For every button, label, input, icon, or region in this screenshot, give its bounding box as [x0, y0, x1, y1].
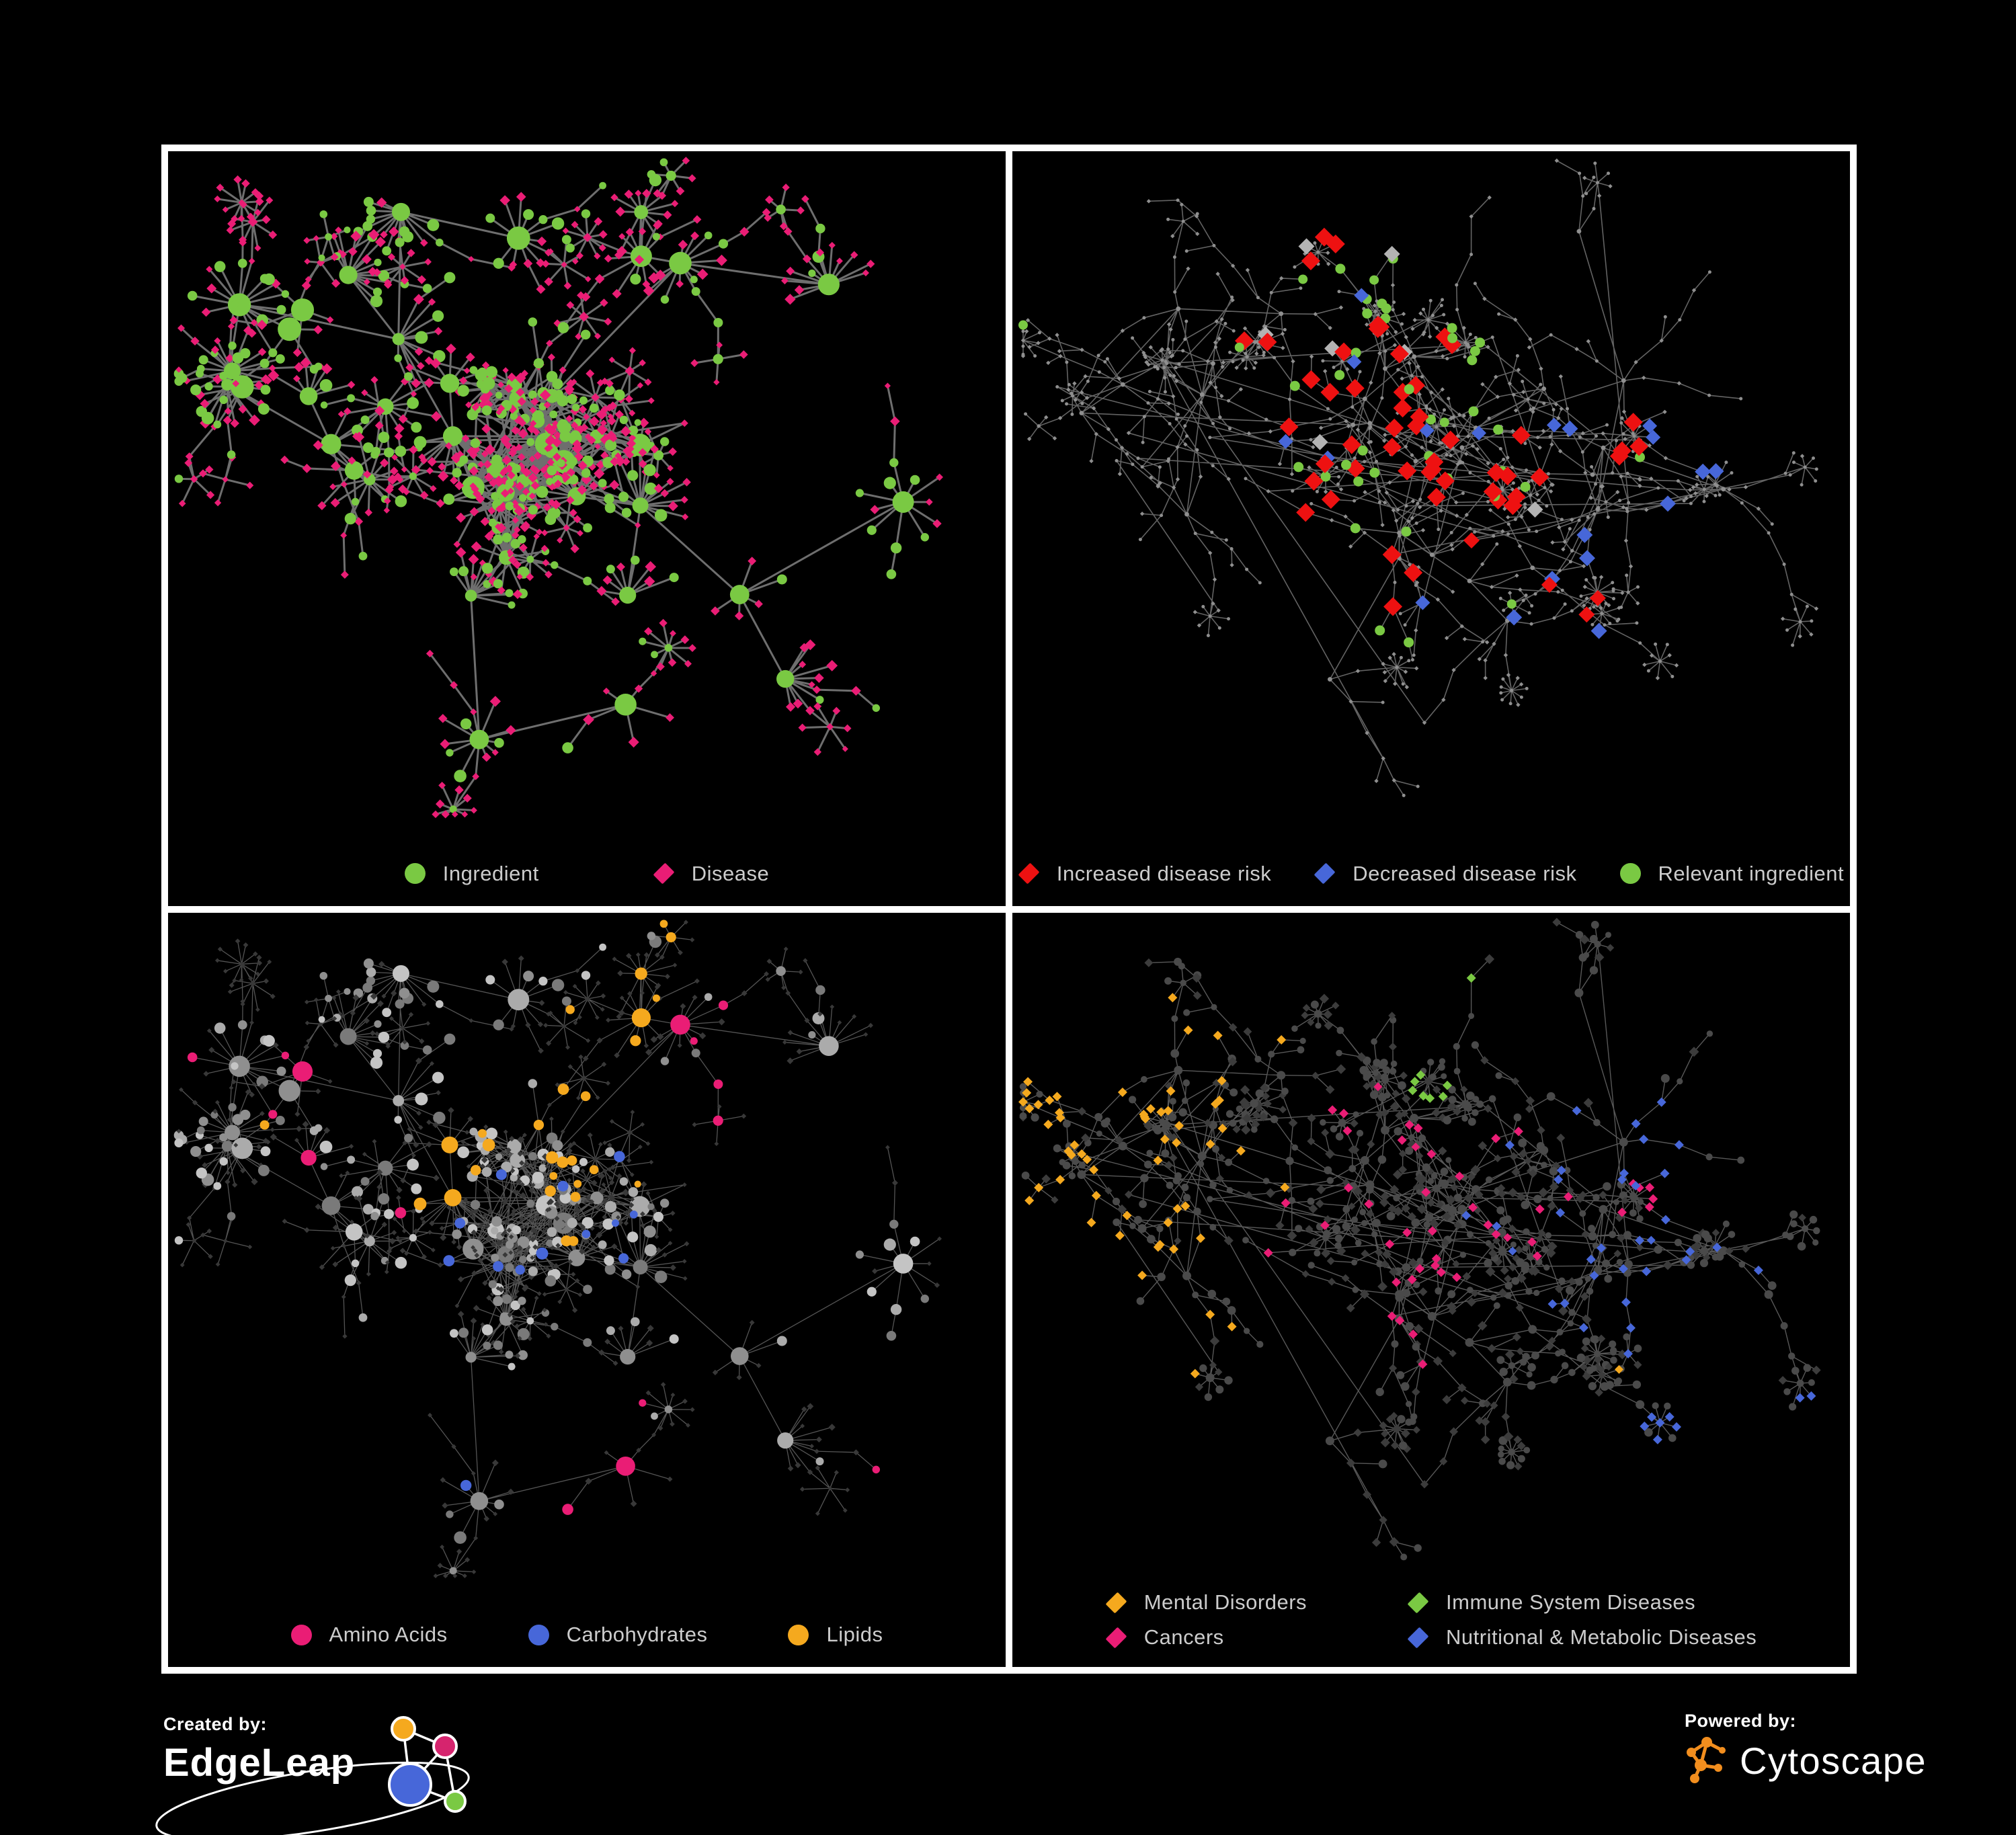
edgeleap-blue-node [388, 1762, 432, 1807]
edgeleap-pink-node [432, 1734, 458, 1759]
edgeleap-orange-node [391, 1716, 416, 1742]
legend-nutrient-classes: Amino Acids Carbohydrates Lipids [168, 1623, 1006, 1647]
network-nutrient-classes [173, 920, 942, 1578]
legend-label: Increased disease risk [1056, 861, 1272, 885]
legend-item: Disease [653, 862, 770, 886]
legend-item: Relevant ingredient [1619, 861, 1845, 886]
panel-disease-risk: Increased disease risk Decreased disease… [1012, 151, 1850, 906]
mental-disorders-diamond-icon [1105, 1592, 1127, 1613]
created-by-block: Created by: EdgeLeap [155, 1714, 580, 1835]
powered-by-label: Powered by: [1685, 1711, 1797, 1731]
panel-grid: Ingredient Disease Increased disease ris… [161, 145, 1857, 1674]
network-ingredient-disease [173, 157, 943, 819]
lipids-circle-icon [788, 1624, 809, 1645]
legend-item: Immune System Diseases [1407, 1590, 1757, 1615]
legend-disease-risk: Increased disease risk Decreased disease… [1012, 862, 1850, 886]
legend-item: Ingredient [404, 861, 539, 886]
legend-label: Immune System Diseases [1446, 1590, 1696, 1614]
cytoscape-brand: Cytoscape [1740, 1739, 1927, 1782]
panel-disease-categories: Mental Disorders Immune System Diseases … [1012, 912, 1850, 1667]
legend-item: Increased disease risk [1018, 862, 1271, 886]
edgeleap-brand: EdgeLeap [163, 1741, 356, 1785]
relevant-ingredient-circle-icon [1619, 863, 1641, 884]
carbohydrates-circle-icon [528, 1624, 549, 1645]
powered-by-block: Powered by: [1685, 1711, 1927, 1785]
immune-diseases-diamond-icon [1407, 1592, 1429, 1613]
network-disease-risk [1018, 158, 1819, 797]
legend-label: Amino Acids [329, 1623, 448, 1646]
cancers-diamond-icon [1105, 1627, 1127, 1648]
legend-item: Cancers [1105, 1625, 1307, 1649]
legend-item: Carbohydrates [528, 1623, 708, 1647]
panel-ingredient-disease: Ingredient Disease [168, 151, 1006, 906]
increased-risk-diamond-icon [1018, 862, 1040, 885]
legend-disease-categories: Mental Disorders Immune System Diseases … [1012, 1590, 1850, 1649]
ingredient-circle-icon [404, 863, 426, 884]
legend-ingredient-disease: Ingredient Disease [168, 862, 1006, 886]
legend-label: Nutritional & Metabolic Diseases [1446, 1625, 1757, 1649]
panel-nutrient-classes: Amino Acids Carbohydrates Lipids [168, 912, 1006, 1667]
legend-label: Ingredient [442, 861, 539, 885]
nutritional-metabolic-diamond-icon [1407, 1627, 1429, 1648]
legend-label: Relevant ingredient [1658, 861, 1845, 885]
legend-item: Amino Acids [290, 1623, 448, 1647]
legend-item: Lipids [788, 1623, 883, 1647]
legend-item: Nutritional & Metabolic Diseases [1407, 1625, 1757, 1649]
legend-label: Carbohydrates [566, 1623, 708, 1646]
amino-acids-circle-icon [290, 1624, 312, 1645]
cytoscape-logo-icon [1687, 1737, 1726, 1783]
legend-label: Lipids [826, 1623, 883, 1646]
edgeleap-green-node [444, 1790, 467, 1813]
network-disease-categories [1018, 918, 1821, 1560]
created-by-label: Created by: [163, 1714, 268, 1734]
disease-diamond-icon [653, 862, 675, 885]
legend-item: Decreased disease risk [1314, 862, 1576, 886]
legend-label: Cancers [1143, 1625, 1224, 1649]
legend-label: Mental Disorders [1143, 1590, 1307, 1614]
legend-label: Decreased disease risk [1353, 861, 1577, 885]
decreased-risk-diamond-icon [1314, 862, 1336, 885]
legend-label: Disease [691, 861, 770, 885]
legend-item: Mental Disorders [1105, 1590, 1307, 1615]
